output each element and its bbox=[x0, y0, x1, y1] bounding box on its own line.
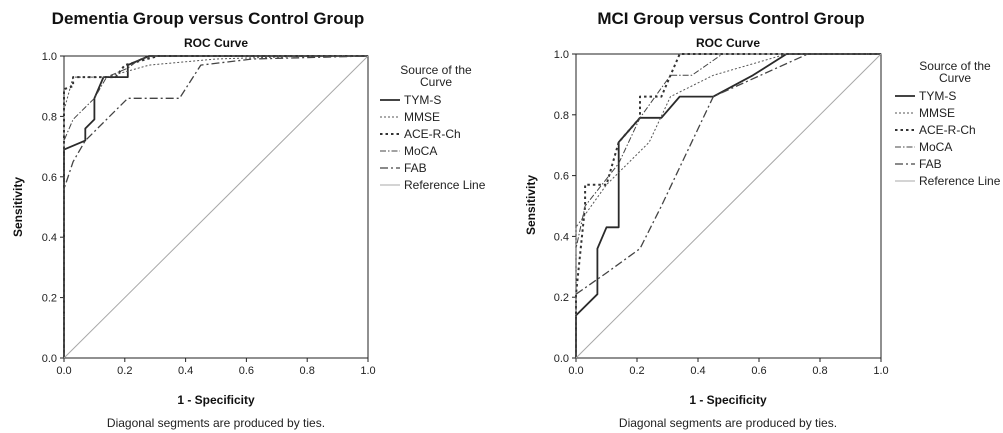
y-axis-label: Sensitivity bbox=[524, 175, 538, 235]
x-tick-label: 0.8 bbox=[812, 365, 827, 377]
y-tick-label: 0.2 bbox=[554, 292, 569, 304]
legend-item-label: Reference Line bbox=[404, 178, 486, 192]
y-tick-label: 0.4 bbox=[42, 232, 57, 244]
legend-item-label: ACE-R-Ch bbox=[919, 123, 976, 137]
chart-title: MCI Group versus Control Group bbox=[597, 9, 864, 28]
legend-item-label: MMSE bbox=[404, 110, 440, 124]
legend-item-label: MoCA bbox=[404, 144, 437, 158]
x-axis-label: 1 - Specificity bbox=[689, 393, 767, 407]
series-line-mmse bbox=[575, 53, 881, 358]
legend-item-label: MMSE bbox=[919, 106, 955, 120]
legend-item-label: TYM-S bbox=[919, 89, 956, 103]
series-line-reference-line bbox=[63, 55, 369, 359]
x-tick-label: 0.8 bbox=[300, 365, 315, 377]
y-tick-label: 0.8 bbox=[42, 111, 57, 123]
x-tick-label: 1.0 bbox=[873, 365, 888, 377]
series-line-fab bbox=[575, 53, 881, 358]
x-axis-label: 1 - Specificity bbox=[177, 393, 255, 407]
x-tick-label: 0.0 bbox=[56, 365, 71, 377]
x-tick-label: 0.2 bbox=[629, 365, 644, 377]
y-tick-label: 0.2 bbox=[42, 293, 57, 305]
y-axis-label: Sensitivity bbox=[11, 177, 25, 237]
y-tick-label: 0.0 bbox=[554, 353, 569, 365]
series-line-ace-r-ch bbox=[63, 55, 368, 358]
chart-title: Dementia Group versus Control Group bbox=[52, 9, 365, 28]
series-line-ace-r-ch bbox=[575, 53, 881, 358]
y-tick-label: 0.6 bbox=[554, 171, 569, 183]
legend-item-label: FAB bbox=[404, 161, 427, 175]
legend-item-label: ACE-R-Ch bbox=[404, 127, 461, 141]
x-tick-label: 0.2 bbox=[117, 365, 132, 377]
chart-subtitle: ROC Curve bbox=[184, 36, 248, 50]
plot-frame bbox=[575, 53, 882, 359]
legend-item-label: Reference Line bbox=[919, 174, 1001, 188]
series-line-reference-line bbox=[575, 53, 882, 359]
x-tick-label: 0.6 bbox=[239, 365, 254, 377]
chart-panel-dementia: Dementia Group versus Control Group ROC … bbox=[11, 9, 486, 430]
footnote: Diagonal segments are produced by ties. bbox=[107, 416, 325, 430]
series-line-tym-s bbox=[575, 53, 881, 358]
y-tick-label: 0.0 bbox=[42, 353, 57, 365]
legend-title-line1: Source of the Curve bbox=[919, 59, 991, 85]
y-tick-label: 0.4 bbox=[554, 231, 569, 243]
x-tick-label: 0.4 bbox=[690, 365, 705, 377]
footnote: Diagonal segments are produced by ties. bbox=[619, 416, 837, 430]
legend-item-label: FAB bbox=[919, 157, 942, 171]
x-tick-label: 1.0 bbox=[360, 365, 375, 377]
x-tick-label: 0.0 bbox=[568, 365, 583, 377]
y-tick-label: 0.8 bbox=[554, 110, 569, 122]
legend-title-line1: Source of the Curve bbox=[400, 63, 472, 89]
series-line-moca bbox=[575, 53, 881, 358]
series-line-fab bbox=[63, 55, 369, 358]
y-tick-label: 0.6 bbox=[42, 172, 57, 184]
chart-subtitle: ROC Curve bbox=[696, 36, 760, 50]
legend-item-label: TYM-S bbox=[404, 93, 441, 107]
x-tick-label: 0.4 bbox=[178, 365, 193, 377]
y-tick-label: 1.0 bbox=[554, 49, 569, 61]
chart-panel-mci: MCI Group versus Control Group ROC Curve… bbox=[524, 9, 1001, 430]
x-tick-label: 0.6 bbox=[751, 365, 766, 377]
y-tick-label: 1.0 bbox=[42, 51, 57, 63]
legend-item-label: MoCA bbox=[919, 140, 952, 154]
